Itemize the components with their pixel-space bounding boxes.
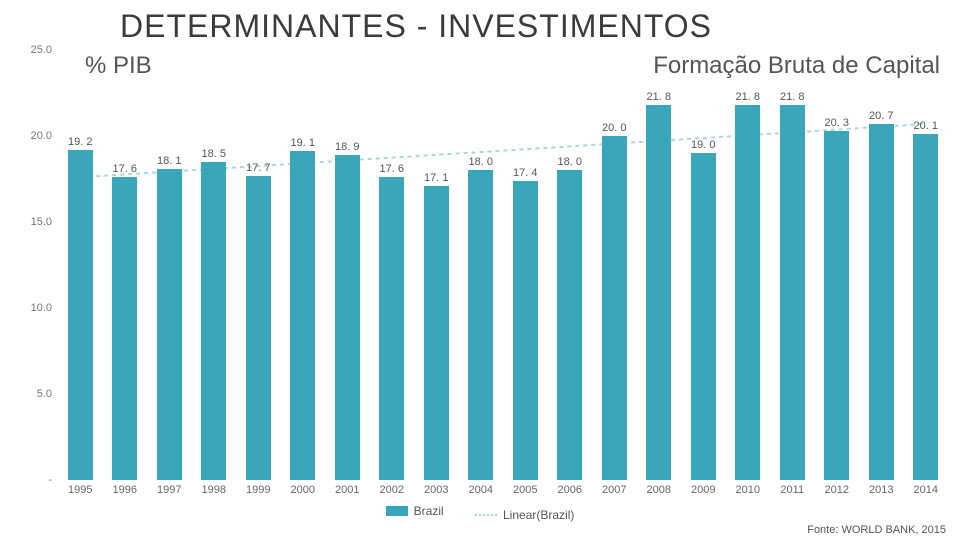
x-tick-label: 2001 — [335, 484, 359, 496]
bar — [290, 151, 315, 480]
x-tick-label: 2008 — [647, 484, 671, 496]
x-tick-label: 1998 — [202, 484, 226, 496]
x-tick-label: 1997 — [157, 484, 181, 496]
bar — [646, 105, 671, 480]
x-tick-label: 1995 — [68, 484, 92, 496]
x-tick-label: 2010 — [736, 484, 760, 496]
bar-value-label: 19. 2 — [68, 136, 92, 148]
x-axis: 1995 1996 1997 1998 1999 2000 2001 2002 2003 2004… — [58, 484, 948, 500]
bar-value-label: 19. 1 — [291, 137, 315, 149]
x-tick-label: 2013 — [869, 484, 893, 496]
legend-trend-label: Linear(Brazil) — [503, 508, 574, 522]
y-axis: -5.010.015.020.025.0 — [12, 50, 52, 480]
x-tick-label: 1996 — [113, 484, 137, 496]
y-tick-label: 15.0 — [12, 216, 52, 228]
bar — [379, 177, 404, 480]
bar-value-label: 20. 3 — [825, 117, 849, 129]
line-swatch-icon — [475, 514, 497, 516]
trendline — [58, 50, 948, 480]
bar — [201, 162, 226, 480]
bar-value-label: 19. 0 — [691, 139, 715, 151]
bar-value-label: 18. 0 — [558, 156, 582, 168]
bar-value-label: 21. 8 — [780, 91, 804, 103]
bar — [424, 186, 449, 480]
bar — [602, 136, 627, 480]
bar-swatch-icon — [386, 506, 408, 516]
bar-value-label: 17. 6 — [113, 163, 137, 175]
x-tick-label: 2002 — [380, 484, 404, 496]
bar — [913, 134, 938, 480]
x-tick-label: 1999 — [246, 484, 270, 496]
x-tick-label: 2007 — [602, 484, 626, 496]
bar-value-label: 17. 1 — [424, 172, 448, 184]
bar — [157, 169, 182, 480]
legend: Brazil Linear(Brazil) — [0, 504, 960, 522]
x-tick-label: 2011 — [780, 484, 804, 496]
bar — [468, 170, 493, 480]
bar-value-label: 20. 1 — [914, 120, 938, 132]
bar-value-label: 18. 1 — [157, 155, 181, 167]
bar — [335, 155, 360, 480]
y-tick-label: 25.0 — [12, 44, 52, 56]
x-tick-label: 2012 — [825, 484, 849, 496]
source-footer: Fonte: WORLD BANK, 2015 — [807, 524, 946, 536]
bar-value-label: 18. 5 — [202, 148, 226, 160]
x-tick-label: 2014 — [914, 484, 938, 496]
bar — [735, 105, 760, 480]
bar — [68, 150, 93, 480]
y-tick-label: 10.0 — [12, 302, 52, 314]
bar-value-label: 21. 8 — [647, 91, 671, 103]
bar-value-label: 17. 7 — [246, 162, 270, 174]
legend-item-trend: Linear(Brazil) — [475, 508, 574, 522]
bar-value-label: 20. 7 — [869, 110, 893, 122]
bar-value-label: 17. 4 — [513, 167, 537, 179]
bar — [780, 105, 805, 480]
x-tick-label: 2005 — [513, 484, 537, 496]
bar — [246, 176, 271, 480]
chart-plot-area: 19. 2 17. 6 18. 1 18. 5 17. 7 19. 1 18. 9 17. 6… — [58, 50, 948, 480]
y-tick-label: 20.0 — [12, 130, 52, 142]
legend-item-series: Brazil — [386, 504, 444, 518]
bar — [557, 170, 582, 480]
bar — [112, 177, 137, 480]
x-tick-label: 2000 — [291, 484, 315, 496]
x-tick-label: 2004 — [469, 484, 493, 496]
bar — [513, 181, 538, 480]
page-title: DETERMINANTES - INVESTIMENTOS — [120, 8, 712, 45]
bar-value-label: 17. 6 — [380, 163, 404, 175]
x-tick-label: 2006 — [558, 484, 582, 496]
y-tick-label: 5.0 — [12, 388, 52, 400]
bar-value-label: 21. 8 — [736, 91, 760, 103]
bar — [691, 153, 716, 480]
bar-value-label: 18. 0 — [469, 156, 493, 168]
legend-series-label: Brazil — [414, 504, 444, 518]
x-tick-label: 2009 — [691, 484, 715, 496]
y-tick-label: - — [12, 474, 52, 486]
bar — [824, 131, 849, 480]
bar-value-label: 18. 9 — [335, 141, 359, 153]
bar-value-label: 20. 0 — [602, 122, 626, 134]
slide: DETERMINANTES - INVESTIMENTOS % PIB Form… — [0, 0, 960, 540]
bar — [869, 124, 894, 480]
x-tick-label: 2003 — [424, 484, 448, 496]
